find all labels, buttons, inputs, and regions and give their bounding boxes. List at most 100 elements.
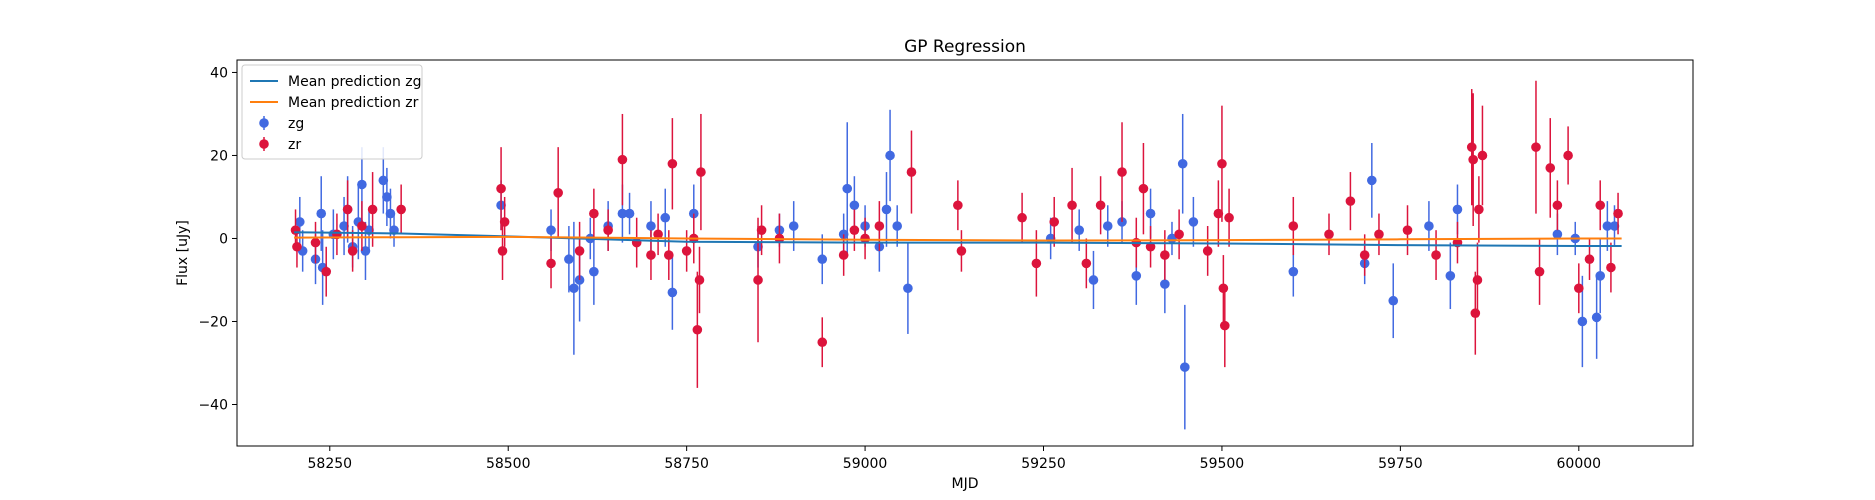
data-point xyxy=(564,254,574,265)
data-point xyxy=(1180,362,1190,372)
data-point xyxy=(1359,250,1370,260)
x-tick-label: 59500 xyxy=(1200,456,1245,472)
data-point xyxy=(1606,262,1616,273)
data-point xyxy=(1188,217,1199,227)
data-point xyxy=(1613,208,1623,219)
data-point xyxy=(357,221,367,231)
data-point xyxy=(1595,271,1606,281)
legend-label: zg xyxy=(288,116,304,132)
data-point xyxy=(892,221,902,231)
data-point xyxy=(1067,200,1077,211)
x-tick-label: 59000 xyxy=(843,456,888,472)
data-point xyxy=(1577,316,1588,327)
data-point xyxy=(367,204,378,215)
data-point xyxy=(1367,175,1377,186)
data-point xyxy=(667,287,678,298)
data-point xyxy=(357,179,367,190)
data-point xyxy=(1074,225,1084,235)
data-point xyxy=(646,221,656,231)
legend-marker-swatch xyxy=(259,139,269,149)
data-point xyxy=(617,154,628,165)
data-point xyxy=(624,208,635,219)
data-point xyxy=(1177,158,1188,169)
data-point xyxy=(842,183,853,194)
legend-item: zr xyxy=(259,137,301,153)
data-point xyxy=(603,225,613,235)
data-point xyxy=(1584,254,1595,265)
data-point xyxy=(692,324,703,335)
data-point xyxy=(342,204,353,215)
data-point xyxy=(396,204,406,215)
data-point xyxy=(1388,295,1399,306)
data-point xyxy=(885,150,895,161)
data-point xyxy=(753,275,763,285)
data-point xyxy=(646,250,656,260)
y-tick-label: −40 xyxy=(198,397,228,413)
data-point xyxy=(360,246,371,256)
data-point xyxy=(1452,204,1463,215)
data-point xyxy=(290,225,301,235)
data-point xyxy=(817,254,828,265)
series-line-mean-prediction-zg xyxy=(294,231,1622,247)
data-point xyxy=(292,241,302,252)
data-point xyxy=(378,175,389,186)
data-point xyxy=(574,246,585,256)
data-point xyxy=(1145,241,1156,252)
data-point xyxy=(956,246,967,256)
data-point xyxy=(553,188,563,198)
data-point xyxy=(874,221,885,231)
data-point xyxy=(1081,258,1092,269)
x-tick-label: 58750 xyxy=(664,456,709,472)
data-point xyxy=(1552,229,1563,240)
data-point xyxy=(1424,221,1434,231)
data-point xyxy=(499,217,510,227)
data-point xyxy=(546,225,556,235)
data-point xyxy=(347,246,358,256)
data-point xyxy=(1160,279,1170,289)
data-point xyxy=(617,208,628,219)
data-point xyxy=(496,183,506,194)
x-axis-ticks: 58250 58500 58750 59000 59250 59500 59750 60000 xyxy=(308,446,1602,472)
data-point xyxy=(788,221,799,231)
data-point xyxy=(1431,250,1441,260)
data-point xyxy=(589,208,599,219)
data-point xyxy=(1609,221,1620,231)
legend-label: Mean prediction zg xyxy=(288,74,422,90)
data-point xyxy=(906,167,917,177)
data-point xyxy=(1470,308,1481,318)
data-point xyxy=(1017,212,1027,223)
x-tick-label: 59750 xyxy=(1378,456,1423,472)
data-point xyxy=(953,200,963,211)
data-point xyxy=(1217,158,1227,169)
data-point xyxy=(860,233,870,244)
data-point xyxy=(838,250,849,260)
data-point xyxy=(321,266,332,277)
data-point xyxy=(660,212,671,223)
x-axis-label: MJD xyxy=(952,476,979,492)
data-point xyxy=(1049,217,1060,227)
legend: Mean prediction zg Mean prediction zr zg zr xyxy=(241,64,423,160)
data-point xyxy=(694,275,705,285)
data-point xyxy=(546,258,556,269)
data-point xyxy=(1131,271,1142,281)
data-point xyxy=(310,237,321,248)
data-point xyxy=(1466,142,1477,152)
data-point xyxy=(1324,229,1334,240)
data-point xyxy=(1288,266,1299,277)
data-point xyxy=(1288,221,1299,231)
data-point xyxy=(1174,229,1184,240)
y-tick-label: 20 xyxy=(210,148,228,164)
y-tick-label: −20 xyxy=(198,314,228,330)
x-tick-label: 59250 xyxy=(1021,456,1066,472)
data-point xyxy=(1374,229,1384,240)
data-point xyxy=(1218,283,1229,294)
x-tick-label: 60000 xyxy=(1557,456,1602,472)
data-point xyxy=(1224,212,1234,223)
legend-box xyxy=(241,64,423,160)
legend-marker-swatch xyxy=(259,118,269,128)
x-tick-label: 58250 xyxy=(308,456,353,472)
data-point xyxy=(696,167,706,177)
data-point xyxy=(1202,246,1213,256)
data-point xyxy=(1477,150,1488,161)
